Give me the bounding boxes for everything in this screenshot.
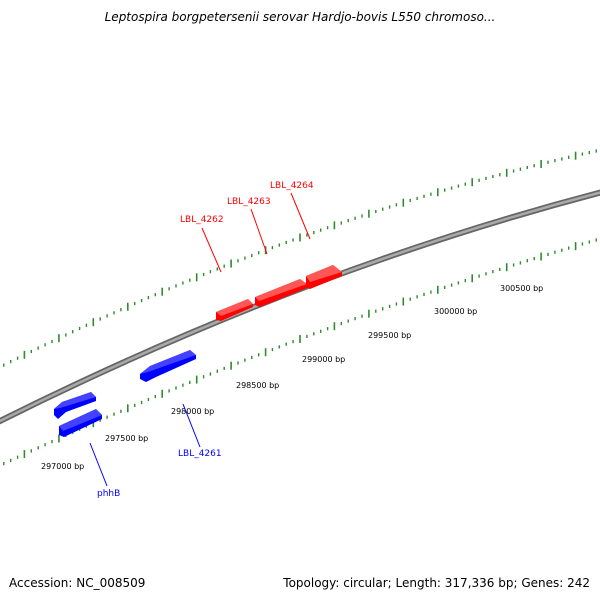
leader-lines bbox=[89, 192, 311, 487]
tick-label: 298500 bp bbox=[236, 381, 279, 390]
gene-label-LBL_4264: LBL_4264 bbox=[270, 181, 314, 191]
topology-footer: Topology: circular; Length: 317,336 bp; … bbox=[283, 576, 590, 590]
tick-label: 298000 bp bbox=[171, 407, 214, 416]
accession-footer: Accession: NC_008509 bbox=[9, 576, 145, 590]
upper-dotted-ring bbox=[3, 149, 597, 367]
gene-LBL_4263[interactable] bbox=[255, 279, 307, 307]
gene-phhB[interactable] bbox=[54, 392, 96, 419]
gene-LBL_4261[interactable] bbox=[140, 350, 196, 382]
tick-label: 299500 bp bbox=[368, 331, 411, 340]
gene-label-LBL_4262: LBL_4262 bbox=[180, 215, 224, 225]
tick-label: 297500 bp bbox=[105, 434, 148, 443]
tick-label: 300000 bp bbox=[434, 307, 477, 316]
gene-label-phhB: phhB bbox=[97, 489, 120, 499]
map-title: Leptospira borgpetersenii serovar Hardjo… bbox=[104, 10, 496, 24]
accession-value: NC_008509 bbox=[76, 576, 146, 590]
lower-dotted-ring bbox=[3, 238, 597, 466]
gene-reverse-unlabeled[interactable] bbox=[59, 409, 102, 437]
tick-label: 299000 bp bbox=[302, 355, 345, 364]
tick-labels: 297000 bp 297500 bp 298000 bp 298500 bp … bbox=[41, 284, 543, 471]
chromosome-backbone bbox=[0, 189, 600, 425]
gene-label-LBL_4263: LBL_4263 bbox=[227, 197, 271, 207]
gene-label-LBL_4261: LBL_4261 bbox=[178, 449, 222, 459]
tick-label: 300500 bp bbox=[500, 284, 543, 293]
gene-LBL_4264[interactable] bbox=[306, 265, 342, 289]
accession-label: Accession: bbox=[9, 576, 73, 590]
gene-LBL_4262[interactable] bbox=[216, 299, 253, 321]
tick-label: 297000 bp bbox=[41, 462, 84, 471]
